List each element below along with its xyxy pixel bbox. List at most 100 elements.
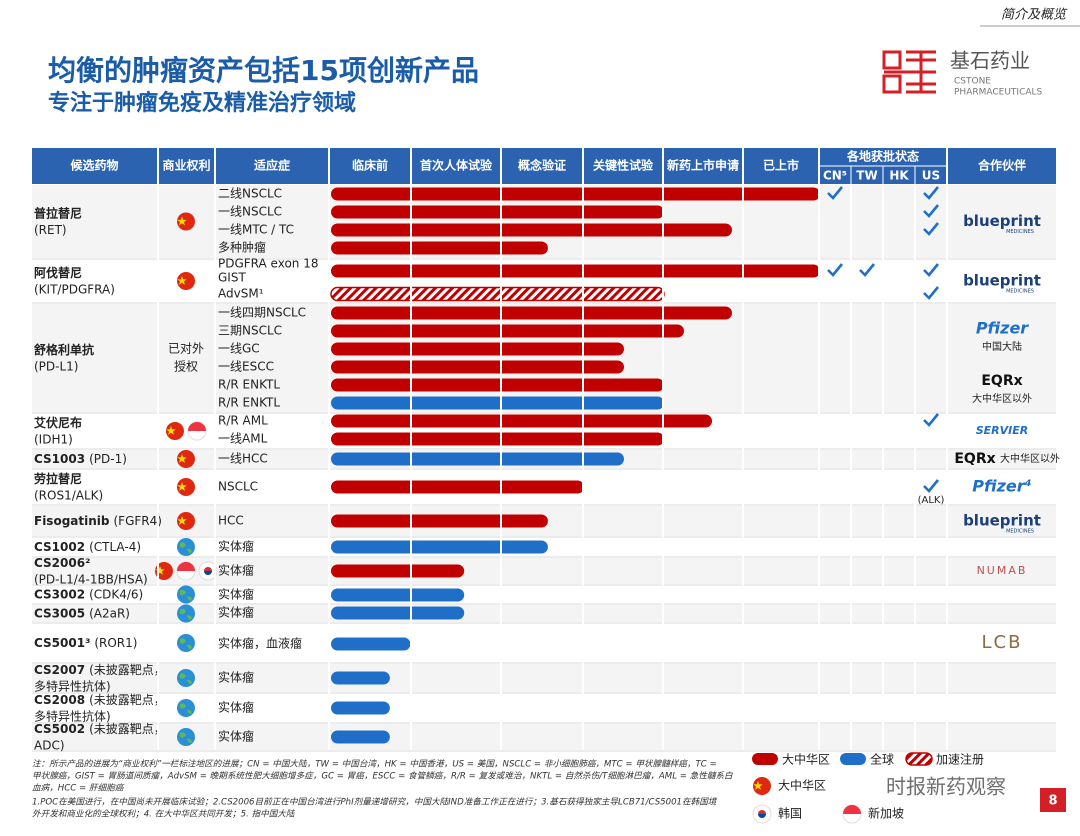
flag-bg [177, 512, 195, 530]
globe [177, 669, 195, 687]
indication: 一线四期NSCLC [218, 306, 306, 320]
globe [177, 699, 195, 717]
globe-land [180, 589, 192, 601]
legend-label: 大中华区 [778, 778, 826, 793]
drug-name-text: 普拉替尼 [34, 205, 82, 220]
legend-label: 加速注册 [936, 752, 984, 767]
flag-sg [187, 421, 207, 441]
header-cell [330, 148, 410, 184]
progress-bar [331, 396, 664, 410]
indication: 一线NSCLC [218, 205, 282, 219]
flag-bg [155, 562, 173, 580]
flag-star [177, 454, 187, 463]
flag-globe [177, 669, 195, 687]
drug-name: CS3002 (CDK4/6) [34, 587, 143, 601]
flag-cn [177, 450, 195, 468]
drug-name-text: 阿伐替尼 [34, 265, 82, 280]
flag-star [753, 781, 763, 790]
drug-target: 多特异性抗体) [34, 679, 111, 694]
row-bg [32, 664, 1056, 692]
footnote: 注：所示产品的进展为“商业权利”一栏标注地区的进展；CN = 中国大陆，TW =… [32, 759, 717, 770]
progress-bar [331, 480, 584, 494]
region-header: US [922, 169, 940, 183]
drug-name-text: CS2007 [34, 663, 85, 677]
column-header: 候选药物 [70, 158, 118, 173]
indication: 实体瘤 [218, 729, 254, 744]
progress-bar [331, 187, 820, 201]
logo-en: PHARMACEUTICALS [954, 88, 1043, 98]
partner-logo: NUMAB [977, 564, 1028, 577]
column-header: 概念验证 [518, 158, 566, 173]
flag-kr [198, 561, 218, 581]
progress-bar [331, 730, 390, 744]
progress-bar [331, 432, 664, 446]
logo-en: CSTONE [954, 77, 991, 87]
partner-sub: MEDICINES [1006, 229, 1034, 235]
flag-cn [177, 272, 195, 290]
column-header: 关键性试验 [593, 158, 654, 173]
flag-bg [177, 212, 195, 231]
drug-name-text: CS5001³ [34, 636, 90, 650]
flag-cn [177, 512, 195, 530]
logo-mark [882, 50, 936, 94]
header-cell [159, 148, 214, 184]
drug-name-text: 劳拉替尼 [34, 471, 82, 486]
globe-land [180, 673, 192, 684]
approval-check [827, 186, 844, 200]
flag-globe [177, 585, 195, 604]
globe [177, 604, 195, 623]
indication: R/R ENKTL [218, 396, 280, 410]
drug-name: CS2008 (未披露靶点， [34, 693, 166, 707]
flag-cn [753, 777, 771, 795]
drug-target: (FGFR4) [113, 514, 161, 528]
drug-target: (PD-L1) [34, 360, 79, 374]
partner-sub: MEDICINES [1006, 289, 1034, 295]
indication: R/R ENKTL [218, 378, 280, 392]
progress-bar [331, 223, 732, 237]
header-cell [744, 148, 818, 184]
approval-check [923, 186, 940, 200]
flag-bg [177, 450, 195, 468]
flag-star [166, 426, 176, 435]
drug-name-text: CS2006² [34, 556, 90, 570]
title: 均衡的肿瘤资产包括15项创新产品 [48, 54, 479, 87]
indication: NSCLC [218, 480, 258, 494]
approval-check [923, 479, 940, 493]
drug-name-text: CS3005 [34, 606, 85, 620]
progress-bar [331, 671, 390, 685]
footnote: 1.POC在美国进行，在中国尚未开展临床试验；2.CS2006目前正在中国台湾进… [32, 797, 718, 808]
column-header: 已上市 [763, 158, 799, 173]
header-cell [584, 148, 662, 184]
drug-name: CS5001³ (ROR1) [34, 636, 137, 650]
footnote: 甲状腺癌，GIST = 胃肠道间质瘤，AdvSM = 晚期系统性肥大细胞增多症，… [32, 771, 733, 782]
partner-logo: blueprint [963, 512, 1041, 530]
flag-star [177, 516, 187, 525]
flag-red [758, 810, 766, 814]
legend-label: 全球 [870, 752, 894, 767]
legend-swatch [752, 753, 778, 765]
progress-bar [331, 452, 624, 466]
partner-logo: EQRx [954, 451, 995, 467]
partner-logo: blueprint [963, 272, 1041, 290]
region-header: TW [856, 169, 877, 183]
flag-bg [177, 272, 195, 290]
footnote: 外开发和商业化的全球权利；4. 在大中华区共同开发；5. 指中国大陆 [32, 809, 296, 820]
drug-name-text: Fisogatinib [34, 514, 110, 528]
indication: 实体瘤 [218, 605, 254, 620]
drug-target: (RET) [34, 223, 67, 237]
flag-globe [177, 728, 195, 746]
drug-target: (A2aR) [89, 606, 130, 620]
row-bg [32, 724, 1056, 750]
drug-name-text: CS1002 [34, 540, 85, 554]
legend-label: 韩国 [778, 806, 802, 821]
progress-bar [331, 606, 465, 620]
row-bg [32, 304, 1056, 412]
drug-target: (CTLA-4) [89, 540, 141, 554]
approval-check [923, 413, 940, 427]
drug-target: (ROR1) [94, 636, 137, 650]
indication: HCC [218, 514, 244, 528]
partner-note: 大中华区以外 [1000, 452, 1060, 465]
indication: 实体瘤 [218, 587, 254, 602]
